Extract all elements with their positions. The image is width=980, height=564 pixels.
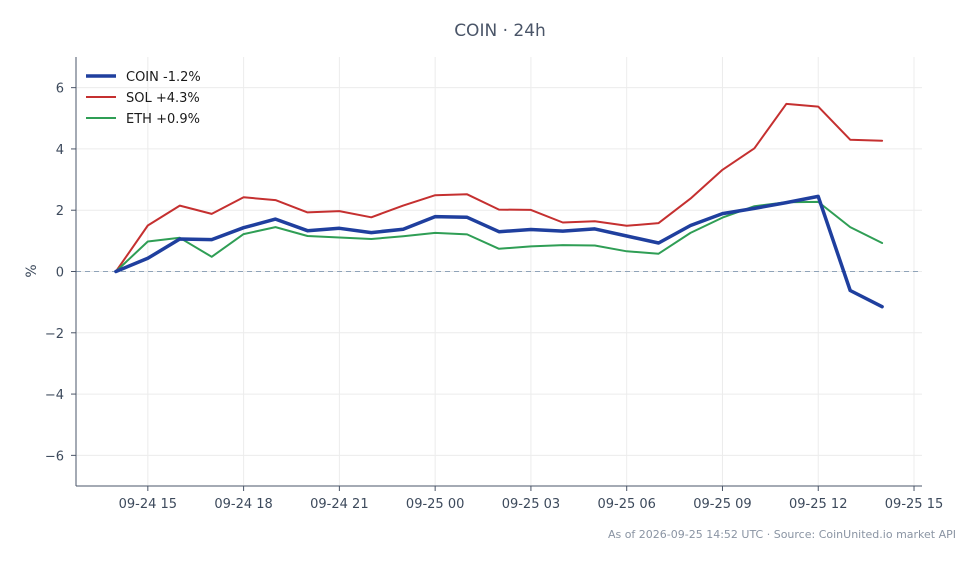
y-tick-label: −6 — [45, 449, 64, 464]
series-line-eth — [114, 200, 884, 273]
y-tick-label: 2 — [56, 204, 64, 219]
y-tick-label: 6 — [56, 82, 64, 97]
legend-entry: ETH +0.9% — [126, 112, 200, 127]
series-line-coin — [114, 194, 884, 309]
footer-note: As of 2026-09-25 14:52 UTC · Source: Coi… — [608, 528, 956, 541]
series-group — [114, 102, 884, 309]
y-tick-label: −2 — [45, 327, 64, 342]
series-line-sol — [114, 102, 884, 273]
legend: COIN -1.2% SOL +4.3% ETH +0.9% — [86, 70, 201, 127]
x-axis-ticks: 09-24 15 09-24 18 09-24 21 09-25 00 09-25 03… — [119, 486, 943, 512]
x-tick-label: 09-25 15 — [885, 497, 943, 512]
legend-entry: COIN -1.2% — [126, 70, 201, 85]
x-tick-label: 09-25 03 — [502, 497, 560, 512]
y-axis-label: % — [24, 264, 40, 277]
x-tick-label: 09-24 15 — [119, 497, 177, 512]
y-axis-ticks: 6 4 2 0 −2 −4 −6 — [45, 82, 76, 464]
x-tick-label: 09-25 09 — [693, 497, 751, 512]
y-tick-label: −4 — [45, 388, 64, 403]
y-tick-label: 0 — [56, 266, 64, 281]
x-tick-label: 09-24 18 — [214, 497, 272, 512]
y-tick-label: 4 — [56, 143, 64, 158]
x-tick-label: 09-25 00 — [406, 497, 464, 512]
x-tick-label: 09-24 21 — [310, 497, 368, 512]
x-tick-label: 09-25 06 — [597, 497, 655, 512]
legend-entry: SOL +4.3% — [126, 91, 200, 106]
chart-title: COIN · 24h — [454, 21, 546, 41]
x-tick-label: 09-25 12 — [789, 497, 847, 512]
